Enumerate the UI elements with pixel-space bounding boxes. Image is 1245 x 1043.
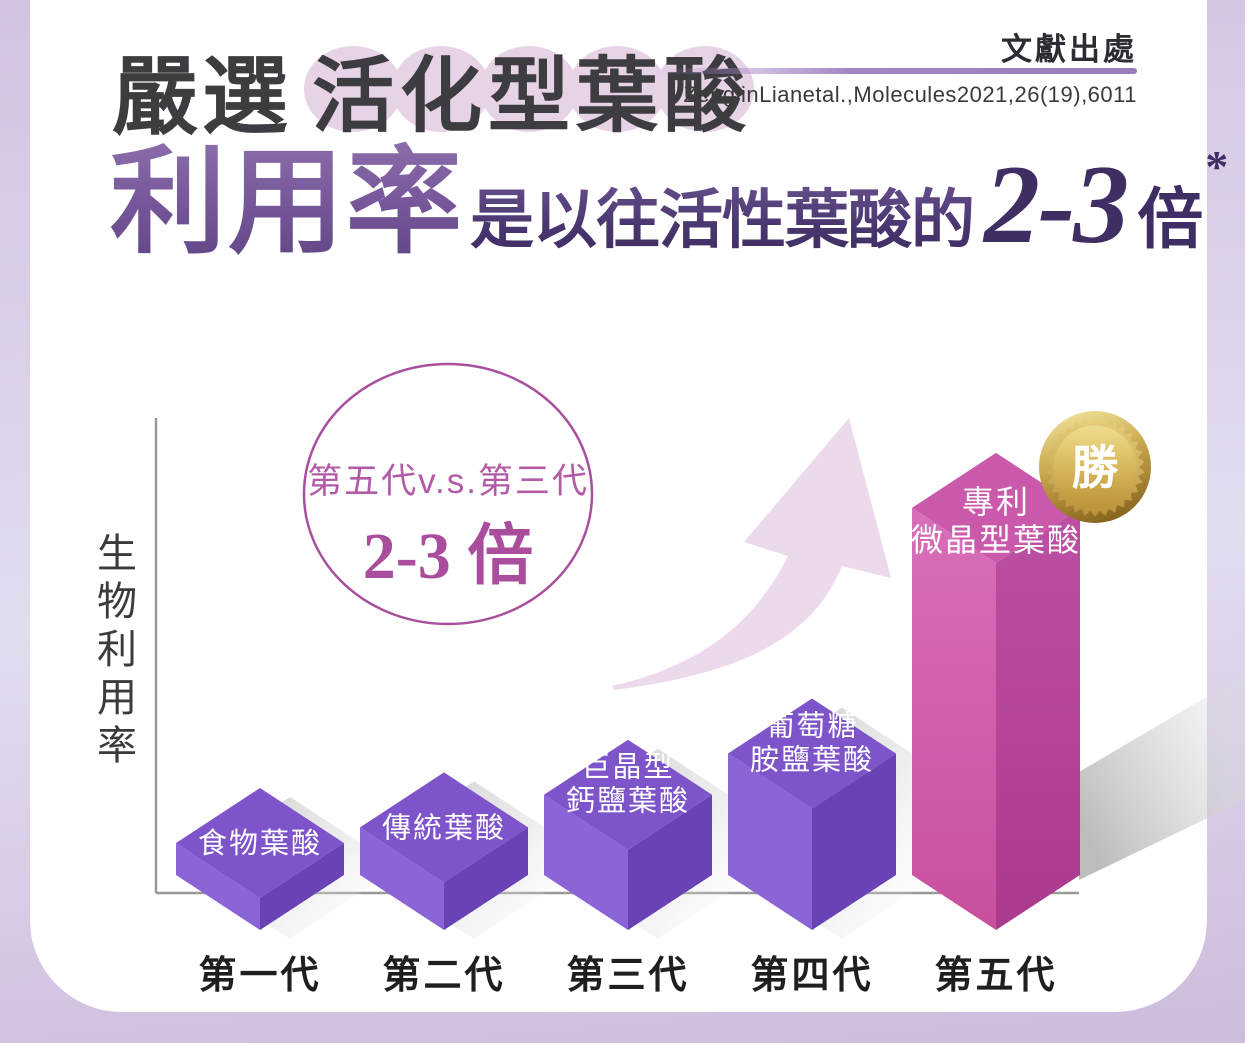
bar-value-label: 專利 [962, 484, 1030, 520]
bar-value-label: 鈣鹽葉酸 [566, 785, 690, 818]
bar-value-label: 葡萄糖 [765, 710, 858, 743]
reference-citation: ZenglinLianetal.,Molecules2021,26(19),60… [683, 82, 1137, 107]
headline-unit: 倍 [1137, 184, 1204, 257]
highlight-char: 葉 [568, 45, 666, 142]
highlight-bar-shadow [1079, 674, 1245, 880]
headline: 利用率 是以往活性葉酸的 2-3 倍 * [110, 108, 1228, 276]
title-highlight-group: 活 化 型 葉 酸 [304, 45, 754, 142]
category-label: 第四代 [750, 955, 873, 997]
bar-value-label: 傳統葉酸 [382, 811, 506, 844]
reference-label: 文獻出處 [1001, 32, 1137, 67]
bar-第二代 [360, 772, 528, 930]
headline-multiplier: 2-3 [984, 143, 1129, 267]
bar-第五代 [912, 452, 1080, 930]
y-axis-label: 生物利用率 [91, 532, 135, 772]
headline-big: 利用率 [110, 108, 464, 276]
title-prefix: 嚴選 [112, 49, 292, 145]
growth-arrow-icon [612, 418, 891, 690]
headline-middle: 是以往活性葉酸的 [470, 169, 975, 261]
bar-value-label: 食物葉酸 [198, 827, 322, 860]
callout-multiplier-text: 2-3 倍 [363, 520, 533, 593]
category-label: 第一代 [198, 955, 321, 997]
title-line-1: 嚴選 活 化 型 葉 酸 [112, 26, 754, 151]
bar-第三代 [544, 739, 712, 930]
bars-layer [176, 452, 1080, 939]
win-medal-label: 勝 [1072, 443, 1120, 495]
bar-第四代 [728, 698, 896, 930]
callout-circle: 第五代v.s.第三代 2-3 倍 [302, 362, 594, 626]
bar-第一代 [176, 788, 344, 930]
reference-divider [656, 68, 1137, 74]
category-label: 第二代 [382, 955, 505, 997]
footnote-asterisk: * [1205, 141, 1229, 192]
bar-value-label: 巨晶型 [581, 751, 674, 784]
callout-comparison-text: 第五代v.s.第三代 [307, 462, 589, 501]
category-label: 第五代 [934, 955, 1057, 997]
win-medal-icon: 勝 [1039, 411, 1151, 523]
bar-value-label: 胺鹽葉酸 [750, 744, 874, 777]
category-label: 第三代 [566, 955, 689, 997]
bar-value-label: 微晶型葉酸 [911, 522, 1081, 558]
